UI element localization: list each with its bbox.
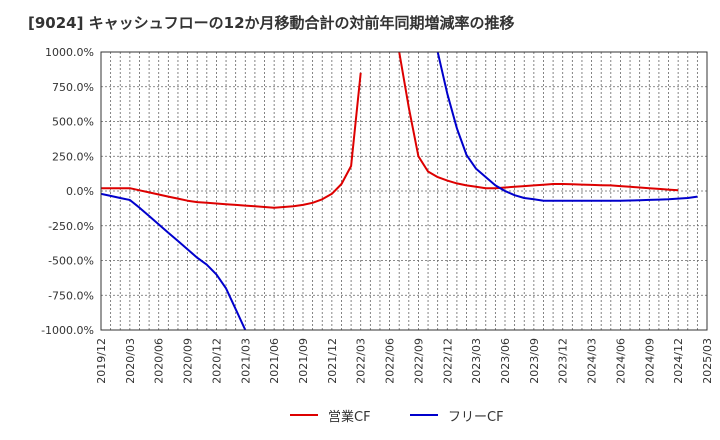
legend-label-operating-cf: 営業CF [328, 409, 371, 425]
x-tick-label: 2023/03 [470, 338, 483, 384]
plot-background [101, 52, 707, 330]
x-tick-label: 2022/06 [384, 338, 397, 384]
series-line-free-cf [436, 52, 698, 202]
x-tick-label: 2022/09 [412, 338, 425, 384]
x-tick-label: 2020/12 [210, 338, 223, 384]
y-tick-label: 250.0% [52, 150, 94, 163]
y-tick-label: -250.0% [48, 220, 94, 233]
x-tick-label: 2021/06 [268, 338, 281, 384]
chart-title: [9024] キャッシュフローの12か月移動合計の対前年同期増減率の推移 [28, 14, 515, 32]
legend: 営業CF フリーCF [0, 404, 720, 426]
x-tick-label: 2023/12 [557, 338, 570, 384]
x-tick-label: 2022/03 [355, 338, 368, 384]
x-tick-label: 2024/12 [672, 338, 685, 384]
x-tick-label: 2023/06 [499, 338, 512, 384]
x-tick-label: 2021/03 [239, 338, 252, 384]
legend-swatch-operating-cf [290, 414, 318, 416]
y-tick-label: 750.0% [52, 81, 94, 94]
x-tick-label: 2023/09 [528, 338, 541, 384]
x-tick-label: 2024/09 [643, 338, 656, 384]
x-tick-label: 2020/09 [182, 338, 195, 384]
x-tick-label: 2019/12 [95, 338, 108, 384]
x-tick-label: 2021/12 [326, 338, 339, 384]
legend-swatch-free-cf [410, 414, 438, 416]
y-tick-label: 500.0% [52, 116, 94, 129]
x-tick-label: 2020/03 [124, 338, 137, 384]
series-line-operating-cf [101, 72, 362, 209]
x-tick-label: 2024/06 [614, 338, 627, 384]
x-tick-label: 2020/06 [153, 338, 166, 384]
legend-item-operating-cf: 営業CF [290, 404, 371, 426]
y-axis-tick-labels: 1000.0% 750.0% 500.0% 250.0% 0.0% -250.0% -500… [41, 46, 94, 337]
x-tick-label: 2025/03 [701, 338, 714, 384]
series-line-free-cf [101, 192, 247, 330]
x-tick-label: 2024/03 [586, 338, 599, 384]
y-tick-label: 0.0% [66, 185, 94, 198]
series-lines [101, 52, 698, 330]
y-tick-label: 1000.0% [45, 46, 94, 59]
y-tick-label: -750.0% [48, 289, 94, 302]
series-line-operating-cf [398, 52, 679, 192]
plot-frame [100, 51, 708, 331]
legend-label-free-cf: フリーCF [448, 409, 504, 425]
x-axis-tick-labels: 2019/12 2020/03 2020/06 2020/09 2020/12 2021/… [95, 338, 714, 384]
x-tick-label: 2021/09 [297, 338, 310, 384]
y-tick-label: -1000.0% [41, 324, 94, 337]
y-tick-label: -500.0% [48, 255, 94, 268]
x-tick-label: 2022/12 [441, 338, 454, 384]
legend-item-free-cf: フリーCF [410, 404, 504, 426]
